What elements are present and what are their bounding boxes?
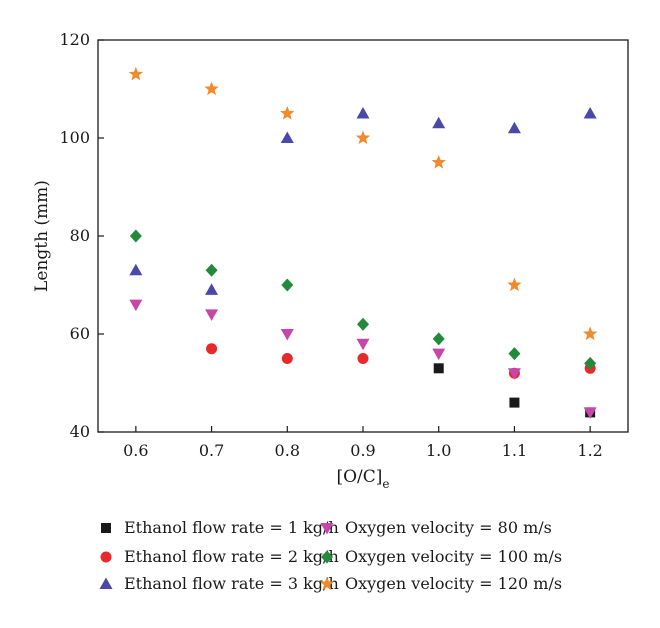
- legend-marker: [320, 523, 334, 535]
- legend-item: Ethanol flow rate = 2 kg/h: [100, 547, 339, 566]
- y-tick-label: 100: [59, 128, 90, 147]
- series-oxygen-velocity-80-m-s: [129, 299, 597, 419]
- y-tick-label: 80: [70, 226, 90, 245]
- data-point: [432, 348, 446, 361]
- data-point: [431, 155, 446, 169]
- legend-item: Oxygen velocity = 120 m/s: [319, 574, 562, 593]
- y-tick-label: 60: [70, 324, 90, 343]
- data-point: [356, 338, 370, 351]
- series-oxygen-velocity-120-m-s: [128, 66, 598, 341]
- data-point: [433, 363, 444, 374]
- x-tick-label: 1.1: [502, 441, 527, 460]
- data-point: [508, 347, 521, 361]
- legend-marker: [319, 576, 335, 591]
- legend-item: Oxygen velocity = 100 m/s: [321, 547, 562, 566]
- data-point: [129, 263, 143, 276]
- data-point: [356, 107, 370, 119]
- x-tick-label: 0.8: [275, 441, 300, 460]
- plot-frame: [97, 39, 629, 433]
- data-point: [507, 368, 521, 380]
- x-tick-label: 0.7: [199, 441, 224, 460]
- y-axis-ticks: 40 60 80 100 120: [59, 30, 104, 441]
- data-point: [280, 131, 294, 143]
- data-point: [509, 397, 520, 408]
- legend-item: Oxygen velocity = 80 m/s: [320, 518, 552, 537]
- legend-item: Ethanol flow rate = 1 kg/h: [101, 518, 339, 537]
- data-point: [280, 106, 295, 120]
- data-point: [507, 277, 522, 292]
- data-point: [583, 107, 597, 119]
- data-point: [281, 353, 293, 364]
- data-points: [128, 66, 598, 419]
- legend-item: Ethanol flow rate = 3 kg/h: [99, 574, 339, 593]
- series-oxygen-velocity-100-m-s: [129, 229, 597, 370]
- y-axis-title: Length (mm): [32, 180, 52, 292]
- data-point: [583, 407, 597, 419]
- data-point: [357, 353, 369, 364]
- data-point: [205, 309, 219, 321]
- legend-label: Ethanol flow rate = 3 kg/h: [124, 574, 339, 593]
- data-point: [128, 66, 143, 81]
- legend-label: Oxygen velocity = 80 m/s: [345, 518, 552, 537]
- x-tick-label: 1.2: [577, 441, 602, 460]
- data-point: [206, 343, 218, 355]
- series-ethanol-flow-rate-3-kg-h: [129, 107, 597, 295]
- x-axis-ticks: 0.6 0.7 0.8 0.9 1.0 1.1 1.2: [123, 426, 603, 460]
- data-point: [355, 130, 371, 145]
- axes: [97, 39, 629, 433]
- legend-label: Oxygen velocity = 120 m/s: [345, 574, 562, 593]
- data-point: [204, 81, 219, 96]
- y-tick-label: 120: [59, 30, 90, 49]
- legend-marker: [100, 551, 112, 563]
- legend: Ethanol flow rate = 1 kg/h Ethanol flow r…: [99, 518, 562, 593]
- data-point: [129, 299, 143, 312]
- series-ethanol-flow-rate-2-kg-h: [206, 343, 596, 379]
- legend-marker: [321, 550, 333, 564]
- y-tick-label: 40: [70, 422, 90, 441]
- data-point: [432, 332, 445, 346]
- x-tick-label: 0.9: [350, 441, 375, 460]
- legend-label: Ethanol flow rate = 1 kg/h: [124, 518, 339, 537]
- x-axis-title-main: [O/C]: [336, 467, 382, 487]
- legend-label: Ethanol flow rate = 2 kg/h: [124, 547, 339, 566]
- legend-label: Oxygen velocity = 100 m/s: [345, 547, 562, 566]
- data-point: [583, 326, 598, 341]
- data-point: [584, 356, 597, 370]
- data-point: [432, 116, 446, 129]
- legend-marker: [101, 523, 111, 533]
- data-point: [357, 317, 369, 331]
- data-point: [280, 329, 294, 341]
- data-point: [205, 263, 218, 277]
- x-tick-label: 1.0: [426, 441, 451, 460]
- x-axis-title-subscript: e: [382, 477, 389, 491]
- data-point: [205, 283, 219, 295]
- legend-marker: [99, 577, 113, 589]
- x-axis-title: [O/C]e: [336, 467, 389, 491]
- data-point: [129, 229, 142, 243]
- x-tick-label: 0.6: [123, 441, 148, 460]
- data-point: [507, 121, 521, 134]
- data-point: [281, 278, 294, 292]
